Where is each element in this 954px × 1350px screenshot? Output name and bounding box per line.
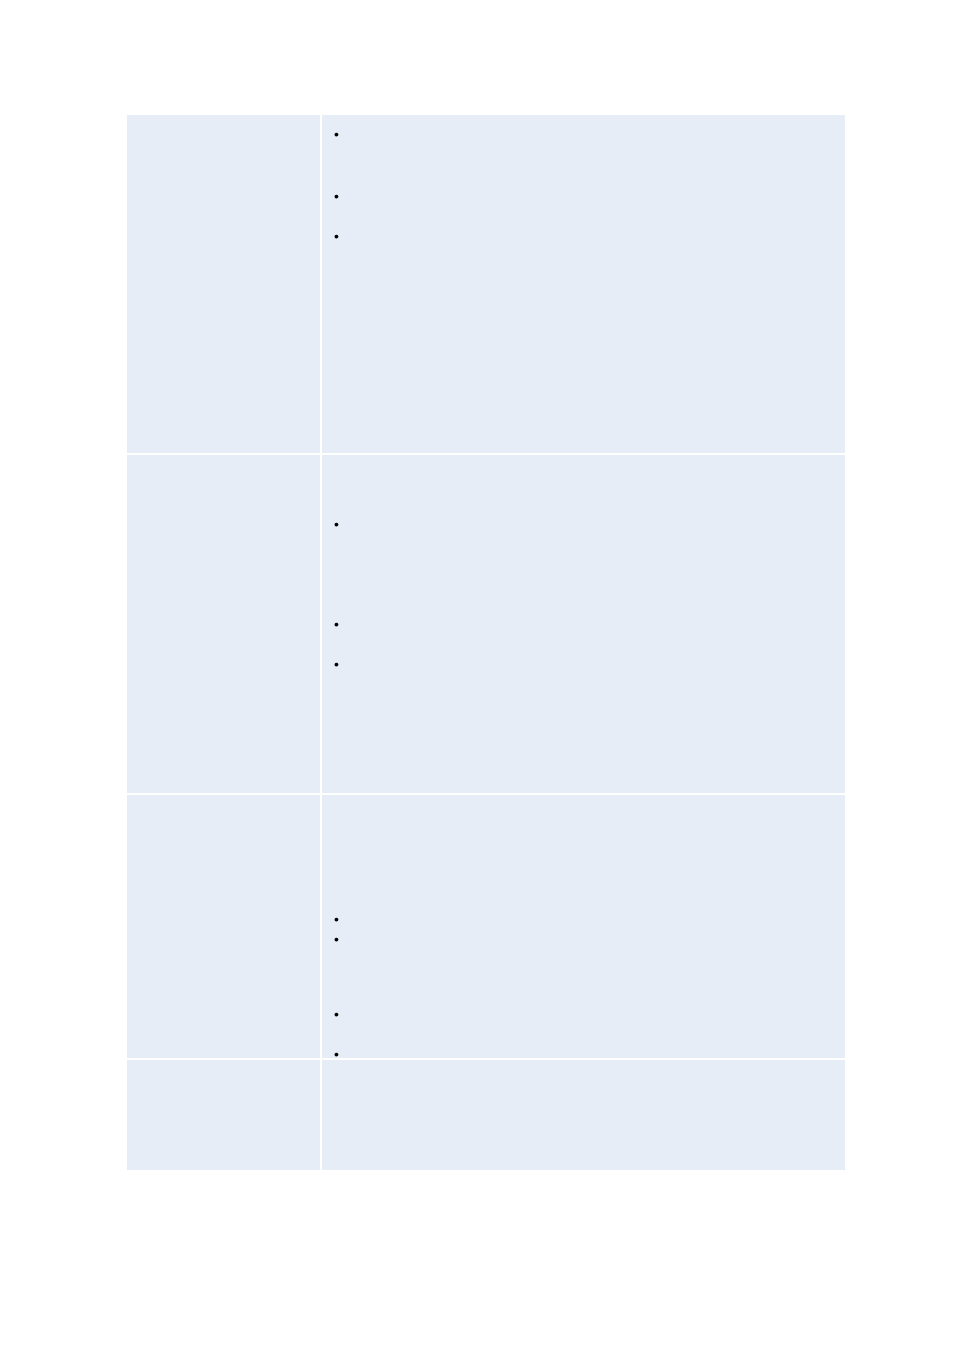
table-cell-left: [127, 1060, 322, 1170]
table-row: [127, 795, 845, 1060]
table-row: [127, 115, 845, 455]
table-cell-right: [322, 795, 845, 1060]
bullet-list: [334, 455, 833, 793]
table-cell-left: [127, 115, 322, 455]
table-row: [127, 1060, 845, 1170]
table-cell-right: [322, 115, 845, 455]
content-table: [127, 115, 845, 1170]
bullet-list: [334, 115, 833, 453]
table-cell-right: [322, 1060, 845, 1170]
table-cell-left: [127, 795, 322, 1060]
table-cell-left: [127, 455, 322, 795]
table-cell-right: [322, 455, 845, 795]
bullet-list: [334, 795, 833, 1058]
table-row: [127, 455, 845, 795]
